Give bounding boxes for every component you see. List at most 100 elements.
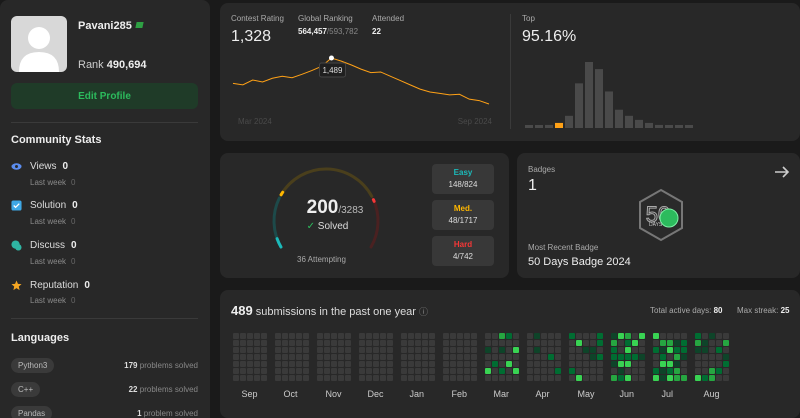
heatmap-cell	[338, 354, 344, 360]
solved-label: ✓ Solved	[306, 221, 349, 232]
heatmap-cell	[541, 340, 547, 346]
heatmap-cell	[618, 361, 624, 367]
heatmap-cell	[534, 333, 540, 339]
top-bar	[585, 62, 593, 128]
heatmap-cell	[632, 347, 638, 353]
heatmap-cell	[450, 347, 456, 353]
heatmap-cell	[632, 333, 638, 339]
info-icon[interactable]: ⓘ	[419, 307, 429, 317]
heatmap-cell	[555, 375, 561, 381]
heatmap-cell	[639, 347, 645, 353]
heatmap-cell	[324, 368, 330, 374]
heatmap-cell	[583, 368, 589, 374]
heatmap-cell	[233, 354, 239, 360]
heatmap-cell	[324, 375, 330, 381]
heatmap-cell	[681, 361, 687, 367]
language-row: Pandas 1 problem solved	[11, 406, 198, 418]
heatmap-cell	[387, 347, 393, 353]
submission-heatmap[interactable]	[230, 328, 795, 388]
heatmap-cell	[408, 333, 414, 339]
heatmap-cell	[366, 354, 372, 360]
heatmap-cell	[366, 347, 372, 353]
heatmap-cell	[513, 375, 519, 381]
heatmap-cell	[471, 368, 477, 374]
rank: Rank 490,694	[78, 59, 147, 71]
heatmap-cell	[254, 340, 260, 346]
solved-progress-ring[interactable]	[267, 164, 385, 268]
heatmap-cell	[716, 354, 722, 360]
stat-value: 0	[71, 240, 77, 251]
heatmap-cell	[513, 340, 519, 346]
heatmap-cell	[660, 375, 666, 381]
heatmap-cell	[590, 375, 596, 381]
chat-icon	[11, 240, 22, 251]
heatmap-cell	[415, 347, 421, 353]
heatmap-cell	[723, 347, 729, 353]
stat-reputation: Reputation 0	[11, 280, 90, 291]
language-tag[interactable]: Python3	[11, 358, 55, 373]
50-days-badge-icon[interactable]: 50 DAYS	[636, 188, 686, 242]
heatmap-cell	[401, 347, 407, 353]
knight-badge-icon	[135, 22, 144, 28]
top-value: 95.16%	[522, 28, 577, 45]
edit-profile-button[interactable]: Edit Profile	[11, 83, 198, 109]
month-label: Jan	[409, 389, 425, 399]
heatmap-cell	[541, 347, 547, 353]
heatmap-cell	[492, 340, 498, 346]
heatmap-cell	[632, 361, 638, 367]
heatmap-cell	[464, 354, 470, 360]
language-tag[interactable]: Pandas	[11, 406, 53, 418]
heatmap-cell	[282, 347, 288, 353]
heatmap-cell	[247, 333, 253, 339]
heatmap-cell	[597, 375, 603, 381]
heatmap-cell	[247, 368, 253, 374]
medium-box[interactable]: Med. 48/1717	[432, 200, 494, 230]
heatmap-cell	[576, 333, 582, 339]
top-distribution-chart[interactable]	[520, 60, 792, 130]
heatmap-cell	[583, 361, 589, 367]
month-label: Feb	[451, 389, 468, 399]
heatmap-cell	[660, 361, 666, 367]
heatmap-cell	[331, 347, 337, 353]
easy-box[interactable]: Easy 148/824	[432, 164, 494, 194]
heatmap-cell	[506, 333, 512, 339]
heatmap-cell	[338, 361, 344, 367]
medium-progress	[279, 190, 285, 197]
heatmap-cell	[513, 361, 519, 367]
heatmap-cell	[555, 354, 561, 360]
heatmap-cell	[471, 340, 477, 346]
heatmap-cell	[338, 375, 344, 381]
badges-label: Badges	[528, 165, 556, 174]
heatmap-cell	[289, 340, 295, 346]
heatmap-cell	[499, 347, 505, 353]
heatmap-cell	[534, 361, 540, 367]
heatmap-cell	[653, 333, 659, 339]
heatmap-cell	[527, 368, 533, 374]
heatmap-cell	[275, 340, 281, 346]
rating-tooltip	[318, 62, 346, 78]
heatmap-cell	[674, 347, 680, 353]
heatmap-cell	[380, 368, 386, 374]
avatar[interactable]	[11, 16, 67, 72]
heatmap-cell	[254, 375, 260, 381]
contest-rating-chart[interactable]: 1,489 Mar 2024 Sep 2024	[230, 50, 498, 130]
heatmap-cell	[485, 361, 491, 367]
heatmap-cell	[632, 354, 638, 360]
heatmap-cell	[457, 333, 463, 339]
heatmap-cell	[709, 354, 715, 360]
heatmap-cell	[681, 340, 687, 346]
language-count: 179 problems solved	[124, 361, 198, 370]
heatmap-cell	[660, 347, 666, 353]
language-tag[interactable]: C++	[11, 382, 41, 397]
heatmap-cell	[457, 361, 463, 367]
heatmap-cell	[324, 340, 330, 346]
hard-box[interactable]: Hard 4/742	[432, 236, 494, 266]
stat-discuss: Discuss 0	[11, 240, 77, 251]
heatmap-cell	[296, 368, 302, 374]
heatmap-cell	[674, 375, 680, 381]
heatmap-cell	[296, 333, 302, 339]
heatmap-cell	[590, 333, 596, 339]
arrow-right-icon[interactable]	[774, 165, 790, 179]
heatmap-cell	[254, 333, 260, 339]
heatmap-cell	[695, 340, 701, 346]
